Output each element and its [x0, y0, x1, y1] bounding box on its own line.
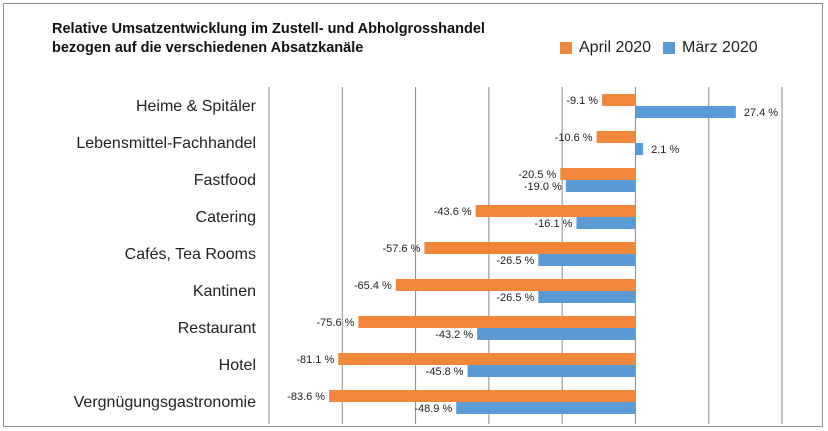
data-label-april-heime-spit-ler: -9.1 %	[566, 95, 598, 107]
data-label-april-lebensmittel-fachhandel: -10.6 %	[555, 132, 593, 144]
bar-april-kantinen	[395, 279, 636, 291]
bar-maerz-catering	[576, 217, 636, 229]
category-label-vergn-gungsgastronomie: Vergnügungsgastronomie	[74, 394, 256, 411]
data-label-april-vergn-gungsgastronomie: -83.6 %	[287, 391, 325, 403]
category-label-catering: Catering	[196, 209, 256, 226]
legend: April 2020 März 2020	[560, 39, 770, 57]
bar-april-fastfood	[560, 168, 636, 180]
bar-april-caf-s-tea-rooms	[424, 242, 636, 254]
bar-maerz-vergn-gungsgastronomie	[456, 402, 636, 414]
data-label-maerz-lebensmittel-fachhandel: 2.1 %	[651, 144, 679, 156]
data-label-maerz-kantinen: -26.5 %	[496, 292, 534, 304]
data-label-maerz-heime-spit-ler: 27.4 %	[744, 107, 778, 119]
bar-maerz-fastfood	[565, 180, 636, 192]
bar-april-hotel	[338, 353, 636, 365]
bar-maerz-lebensmittel-fachhandel	[635, 143, 644, 155]
legend-item-maerz: März 2020	[663, 39, 758, 57]
data-label-april-fastfood: -20.5 %	[518, 169, 556, 181]
data-label-april-kantinen: -65.4 %	[354, 280, 392, 292]
category-label-lebensmittel-fachhandel: Lebensmittel-Fachhandel	[76, 135, 256, 152]
legend-label-maerz: März 2020	[682, 39, 758, 56]
bar-april-heime-spit-ler	[602, 94, 636, 106]
bar-maerz-caf-s-tea-rooms	[538, 254, 636, 266]
bar-april-vergn-gungsgastronomie	[329, 390, 636, 402]
data-label-april-hotel: -81.1 %	[296, 354, 334, 366]
data-label-maerz-vergn-gungsgastronomie: -48.9 %	[414, 403, 452, 415]
bar-april-catering	[475, 205, 636, 217]
legend-item-april: April 2020	[560, 39, 651, 57]
data-label-maerz-fastfood: -19.0 %	[524, 181, 562, 193]
bar-maerz-heime-spit-ler	[635, 106, 736, 118]
category-label-hotel: Hotel	[219, 357, 256, 374]
category-label-heime-spit-ler: Heime & Spitäler	[136, 98, 257, 115]
category-label-kantinen: Kantinen	[193, 283, 256, 300]
bar-april-restaurant	[358, 316, 636, 328]
bar-maerz-hotel	[467, 365, 636, 377]
chart-title: Relative Umsatzentwicklung im Zustell- u…	[52, 21, 485, 56]
data-label-april-catering: -43.6 %	[434, 206, 472, 218]
bar-maerz-restaurant	[477, 328, 636, 340]
category-label-restaurant: Restaurant	[178, 320, 257, 337]
data-label-april-caf-s-tea-rooms: -57.6 %	[382, 243, 420, 255]
legend-label-april: April 2020	[579, 39, 652, 56]
bar-maerz-kantinen	[538, 291, 636, 303]
data-label-maerz-restaurant: -43.2 %	[435, 329, 473, 341]
data-label-maerz-caf-s-tea-rooms: -26.5 %	[496, 255, 534, 267]
category-label-fastfood: Fastfood	[194, 172, 256, 189]
legend-swatch-april	[560, 42, 572, 54]
data-label-maerz-hotel: -45.8 %	[426, 366, 464, 378]
category-label-caf-s-tea-rooms: Cafés, Tea Rooms	[125, 246, 256, 263]
bar-april-lebensmittel-fachhandel	[596, 131, 636, 143]
data-label-april-restaurant: -75.6 %	[316, 317, 354, 329]
legend-swatch-maerz	[663, 42, 676, 54]
data-label-maerz-catering: -16.1 %	[535, 218, 573, 230]
